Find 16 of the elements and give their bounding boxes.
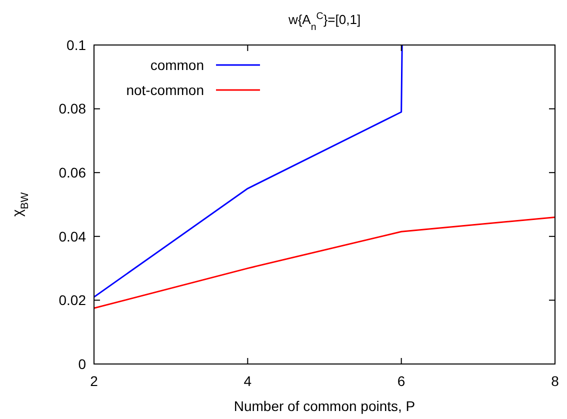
line-series [94,45,403,298]
x-tick-label: 6 [397,373,406,389]
y-tick-label: 0.1 [66,36,86,53]
legend-label: common [150,56,204,73]
y-tick-label: 0.02 [58,292,86,308]
y-tick-label: 0 [78,356,86,372]
x-tick-label: 4 [244,373,252,389]
line-series [94,216,555,309]
y-tick-label: 0.08 [58,100,86,117]
x-axis-title: Number of common points, P [234,398,416,414]
chart-title: w{A$_{n}$$^{C}$}=[0,1] [287,10,361,32]
y-tick-label: 0.04 [58,228,86,244]
x-tick-label: 2 [90,373,98,389]
y-tick-label: 0.06 [58,164,86,180]
legend-label: not-common [126,82,204,98]
x-tick-label: 8 [551,373,560,389]
